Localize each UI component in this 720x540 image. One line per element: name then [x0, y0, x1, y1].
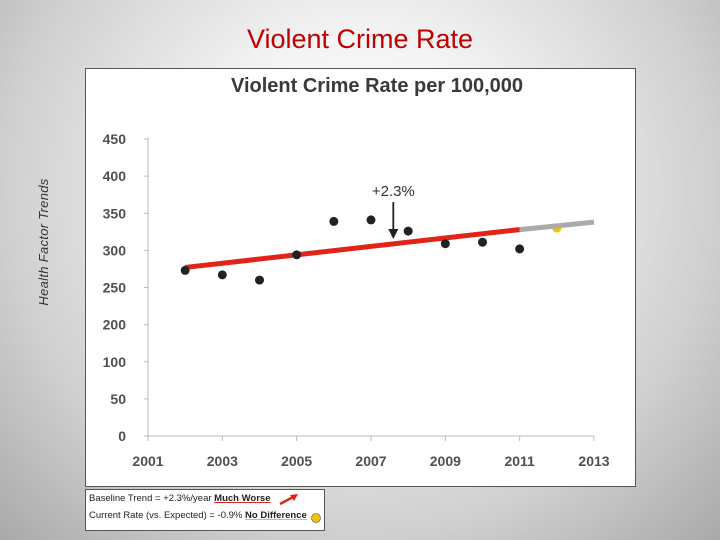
- x-tick-label: 2001: [132, 453, 163, 469]
- legend-baseline-label: Baseline Trend = +2.3%/year: [89, 493, 212, 504]
- status-dot-icon: [311, 513, 321, 523]
- chart-title: Violent Crime Rate per 100,000: [231, 75, 523, 97]
- x-tick-label: 2009: [430, 453, 461, 469]
- y-tick-label: 200: [103, 317, 127, 333]
- x-tick-label: 2007: [355, 453, 386, 469]
- data-point: [329, 216, 339, 226]
- data-point: [478, 237, 487, 247]
- y-tick-label: 350: [103, 205, 127, 221]
- legend-row-current: Current Rate (vs. Expected) = -0.9% No D…: [89, 510, 307, 521]
- x-tick-label: 2013: [578, 453, 609, 469]
- axes: 0 50 100 200 250 300 350 400 450 2001 2003 2005 2007…: [103, 131, 610, 469]
- side-label: Health Factor Trends: [36, 178, 51, 306]
- legend-current-label: Current Rate (vs. Expected) = -0.9%: [89, 510, 243, 521]
- trend-arrow-icon: [279, 494, 298, 506]
- data-point: [255, 275, 264, 285]
- y-tick-label: 450: [103, 131, 127, 147]
- data-point: [217, 270, 227, 280]
- data-point: [180, 265, 190, 275]
- data-point: [292, 250, 302, 260]
- x-tick-label: 2005: [281, 453, 312, 469]
- legend-current-status: No Difference: [245, 510, 307, 521]
- y-tick-label: 300: [103, 242, 127, 258]
- chart-svg: Violent Crime Rate per 100,000 0 50 100 200…: [103, 75, 610, 469]
- annotation-arrowhead: [388, 228, 399, 239]
- y-tick-label: 0: [118, 428, 126, 444]
- trend-line-observed: [184, 227, 520, 270]
- trend-line-projected: [519, 219, 595, 233]
- legend-row-baseline: Baseline Trend = +2.3%/year Much Worse: [89, 493, 270, 504]
- data-points: [180, 215, 525, 285]
- y-tick-label: 100: [103, 354, 127, 370]
- y-tick-label: 400: [103, 168, 127, 184]
- data-point: [403, 226, 413, 236]
- y-tick-label: 50: [110, 391, 126, 407]
- annotation-label: +2.3%: [372, 183, 415, 200]
- trend-lines: [184, 219, 595, 270]
- slide-title: Violent Crime Rate: [246, 24, 474, 54]
- y-tick-label: 250: [103, 280, 127, 296]
- annotation: +2.3%: [372, 183, 415, 239]
- legend-box: Baseline Trend = +2.3%/year Much Worse C…: [85, 489, 325, 531]
- legend-baseline-status: Much Worse: [214, 493, 271, 504]
- data-point: [440, 239, 450, 249]
- x-tick-label: 2011: [504, 453, 535, 469]
- data-point: [515, 244, 525, 254]
- x-tick-label: 2003: [207, 453, 238, 469]
- data-point: [366, 215, 376, 225]
- chart-panel: Violent Crime Rate per 100,000 0 50 100 200…: [85, 68, 636, 487]
